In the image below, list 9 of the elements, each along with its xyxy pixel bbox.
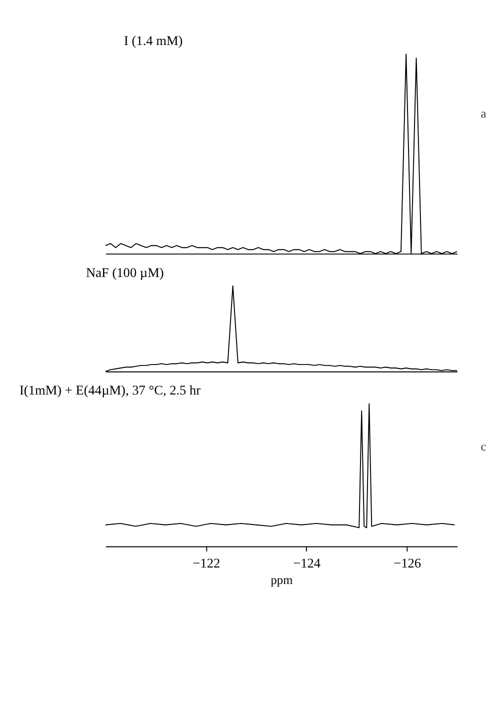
chart-title: NaF (100 µM) [86,264,164,280]
x-tick-label: −124 [293,556,321,571]
text: a [480,106,487,121]
x-tick-label: −126 [394,556,422,571]
x-axis-title: ppm [270,572,294,587]
text: c [480,439,487,454]
chart-title: I (1.4 mM) [124,33,183,48]
chart-title: I(1mM) + E(44µM), 37 °C, 2.5 hr [19,382,202,398]
x-tick-label: −122 [192,556,220,571]
